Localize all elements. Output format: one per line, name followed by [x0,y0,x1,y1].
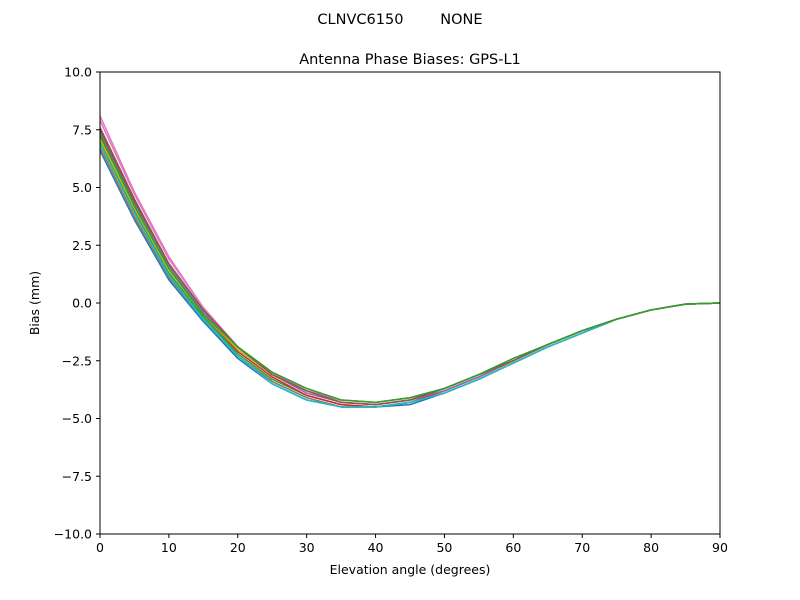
x-tick-label: 10 [161,540,177,555]
series-layer [99,115,721,408]
series-line-11 [99,120,721,404]
series-line-2 [99,145,721,408]
series-line-7 [99,115,721,404]
chart-title: Antenna Phase Biases: GPS-L1 [299,52,521,68]
series-line-1 [99,150,721,408]
y-tick-label: 7.5 [72,122,92,137]
y-tick-label: 10.0 [64,65,92,80]
y-tick-label: 5.0 [72,180,92,195]
y-axis-label: Bias (mm) [27,271,42,335]
series-line-10 [99,143,721,408]
series-line-5 [99,131,721,406]
y-axis-ticks: −10.0 −7.5 −5.0 −2.5 0.0 2.5 5.0 7.5 10.0 [54,65,100,542]
figure-suptitle: CLNVC6150 NONE [317,12,482,28]
x-tick-label: 70 [574,540,590,555]
y-tick-label: −2.5 [62,353,92,368]
x-axis-ticks: 0 10 20 30 40 50 60 70 80 90 [96,534,728,555]
x-tick-label: 0 [96,540,104,555]
series-line-9 [99,138,721,404]
y-tick-label: 2.5 [72,238,92,253]
x-tick-label: 80 [643,540,659,555]
y-tick-label: 0.0 [72,296,92,311]
x-tick-label: 40 [368,540,384,555]
x-tick-label: 60 [505,540,521,555]
x-tick-label: 20 [230,540,246,555]
y-tick-label: −5.0 [62,411,92,426]
x-axis-label: Elevation angle (degrees) [330,562,491,577]
y-tick-label: −7.5 [62,469,92,484]
x-tick-label: 50 [436,540,452,555]
x-tick-label: 90 [712,540,728,555]
x-tick-label: 30 [299,540,315,555]
series-line-13 [99,134,721,404]
series-line-8 [99,147,721,408]
series-line-6 [99,127,721,406]
series-line-12 [99,129,721,406]
series-line-4 [99,136,721,408]
y-tick-label: −10.0 [54,527,92,542]
series-line-3 [99,140,721,408]
